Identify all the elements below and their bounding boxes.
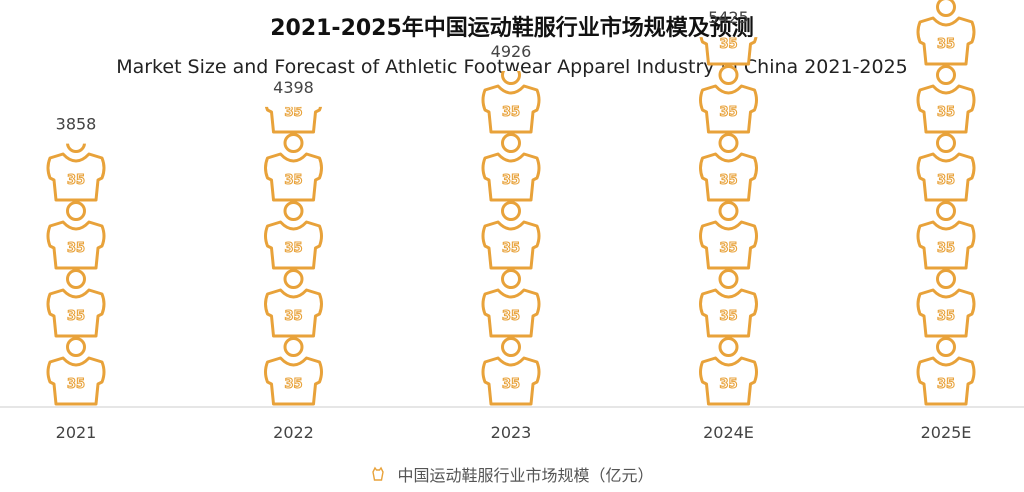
jersey-icon: 35 bbox=[699, 37, 758, 66]
svg-text:35: 35 bbox=[284, 377, 302, 392]
value-label-2024E: 5425 bbox=[708, 8, 749, 27]
svg-text:35: 35 bbox=[719, 309, 737, 324]
jersey-icon: 35 bbox=[916, 269, 976, 338]
svg-text:35: 35 bbox=[719, 377, 737, 392]
legend-jersey-icon bbox=[372, 466, 385, 481]
svg-text:35: 35 bbox=[502, 173, 520, 188]
jersey-icon: 35 bbox=[916, 201, 976, 270]
jersey-icon: 35 bbox=[46, 201, 106, 270]
category-label-2023: 2023 bbox=[491, 423, 532, 442]
jersey-icon: 35 bbox=[916, 133, 976, 202]
jersey-icon: 35 bbox=[699, 269, 758, 338]
svg-text:35: 35 bbox=[937, 377, 955, 392]
legend-label: 中国运动鞋服行业市场规模（亿元） bbox=[397, 466, 654, 485]
jersey-icon: 35 bbox=[699, 337, 758, 406]
jersey-icon: 35 bbox=[264, 133, 323, 202]
jersey-icon: 35 bbox=[46, 143, 106, 202]
jersey-icon: 35 bbox=[264, 269, 323, 338]
jersey-icon: 35 bbox=[264, 201, 323, 270]
svg-text:35: 35 bbox=[937, 309, 955, 324]
category-label-2025E: 2025E bbox=[921, 423, 972, 442]
jersey-icon: 35 bbox=[46, 269, 106, 338]
bar-2022: 35 35 35 35 35 bbox=[264, 105, 323, 406]
svg-text:35: 35 bbox=[502, 309, 520, 324]
svg-text:35: 35 bbox=[502, 241, 520, 256]
svg-text:35: 35 bbox=[67, 377, 85, 392]
category-label-2022: 2022 bbox=[273, 423, 314, 442]
jersey-icon: 35 bbox=[699, 201, 758, 270]
value-label-2021: 3858 bbox=[56, 115, 97, 134]
bar-2025E: 35 35 35 35 35 35 bbox=[916, 0, 976, 406]
jersey-icon: 35 bbox=[916, 0, 976, 66]
svg-text:35: 35 bbox=[937, 37, 955, 52]
bar-2024E: 35 35 35 35 35 35 bbox=[699, 37, 758, 406]
jersey-icon: 35 bbox=[481, 269, 541, 338]
svg-text:35: 35 bbox=[67, 173, 85, 188]
jersey-icon: 35 bbox=[264, 105, 323, 134]
svg-text:35: 35 bbox=[284, 309, 302, 324]
jersey-icon: 35 bbox=[916, 337, 976, 406]
svg-text:35: 35 bbox=[937, 241, 955, 256]
legend: 中国运动鞋服行业市场规模（亿元） bbox=[0, 462, 1024, 486]
svg-text:35: 35 bbox=[719, 105, 737, 120]
jersey-icon: 35 bbox=[481, 201, 541, 270]
bar-2023: 35 35 35 35 35 bbox=[481, 71, 541, 406]
svg-text:35: 35 bbox=[719, 173, 737, 188]
svg-text:35: 35 bbox=[502, 105, 520, 120]
jersey-icon: 35 bbox=[916, 65, 976, 134]
svg-text:35: 35 bbox=[284, 173, 302, 188]
category-label-2024E: 2024E bbox=[703, 423, 754, 442]
jersey-icon: 35 bbox=[481, 133, 541, 202]
jersey-icon: 35 bbox=[481, 71, 541, 134]
bar-2021: 35 35 35 35 bbox=[46, 143, 106, 406]
jersey-icon: 35 bbox=[46, 337, 106, 406]
value-label-2023: 4926 bbox=[491, 42, 532, 61]
svg-text:35: 35 bbox=[502, 377, 520, 392]
jersey-icon: 35 bbox=[264, 337, 323, 406]
jersey-icon: 35 bbox=[699, 133, 758, 202]
svg-text:35: 35 bbox=[284, 241, 302, 256]
svg-text:35: 35 bbox=[67, 309, 85, 324]
svg-text:35: 35 bbox=[67, 241, 85, 256]
chart-title: 2021-2025年中国运动鞋服行业市场规模及预测 bbox=[270, 16, 754, 41]
value-label-2022: 4398 bbox=[273, 78, 314, 97]
svg-text:35: 35 bbox=[937, 105, 955, 120]
svg-text:35: 35 bbox=[719, 241, 737, 256]
category-label-2021: 2021 bbox=[56, 423, 97, 442]
jersey-icon: 35 bbox=[699, 65, 758, 134]
svg-text:35: 35 bbox=[719, 37, 737, 52]
svg-text:35: 35 bbox=[284, 105, 302, 120]
jersey-icon: 35 bbox=[481, 337, 541, 406]
svg-text:35: 35 bbox=[937, 173, 955, 188]
